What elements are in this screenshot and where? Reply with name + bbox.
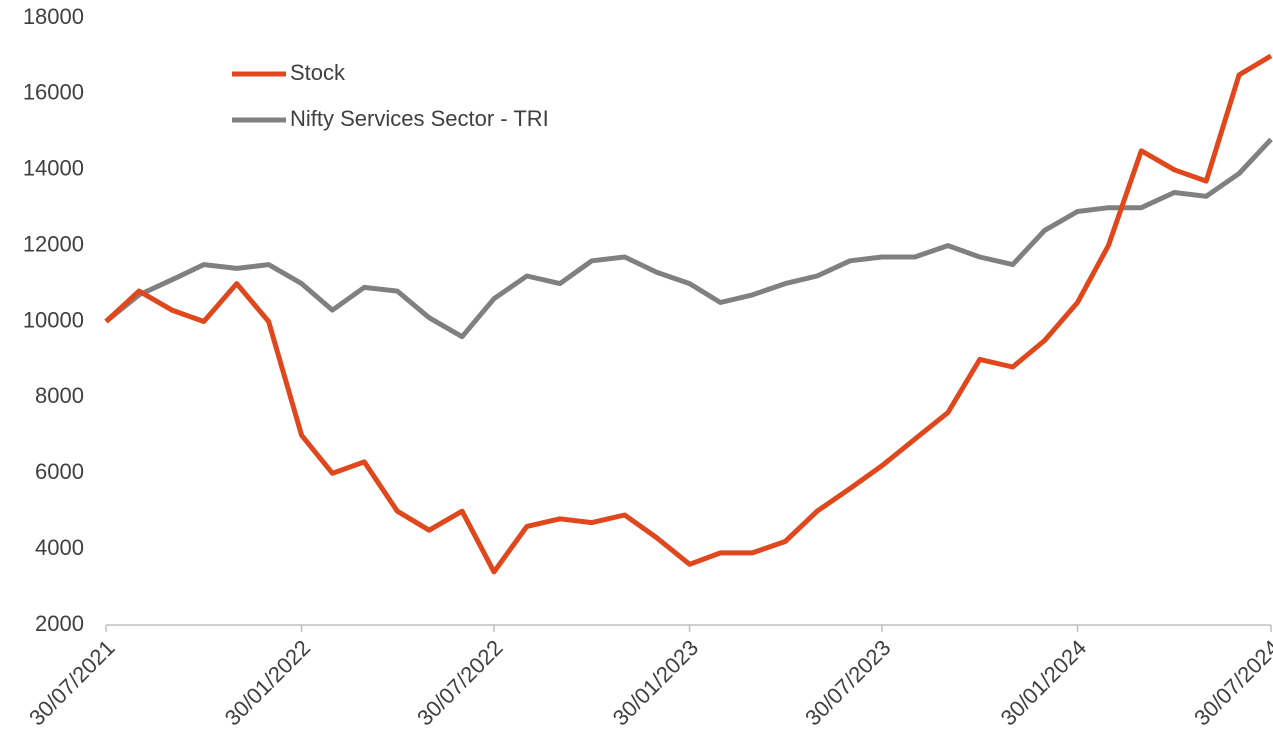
legend-label: Nifty Services Sector - TRI [290,106,549,131]
x-tick-label: 30/01/2024 [996,635,1092,731]
x-tick-label: 30/01/2023 [608,635,704,731]
x-tick-label: 30/01/2022 [220,635,316,731]
x-tick-label: 30/07/2024 [1189,635,1273,731]
y-tick-label: 2000 [35,611,84,636]
y-tick-label: 8000 [35,383,84,408]
y-tick-label: 18000 [23,4,84,29]
y-tick-label: 10000 [23,307,84,332]
x-tick-label: 30/07/2021 [24,635,120,731]
y-tick-label: 4000 [35,535,84,560]
y-tick-label: 14000 [23,156,84,181]
y-tick-label: 6000 [35,459,84,484]
series-line [104,137,1273,340]
series-line [104,53,1273,575]
y-tick-label: 12000 [23,231,84,256]
x-tick-label: 30/07/2023 [800,635,896,731]
legend-label: Stock [290,60,346,85]
x-tick-label: 30/07/2022 [412,635,508,731]
y-tick-label: 16000 [23,80,84,105]
